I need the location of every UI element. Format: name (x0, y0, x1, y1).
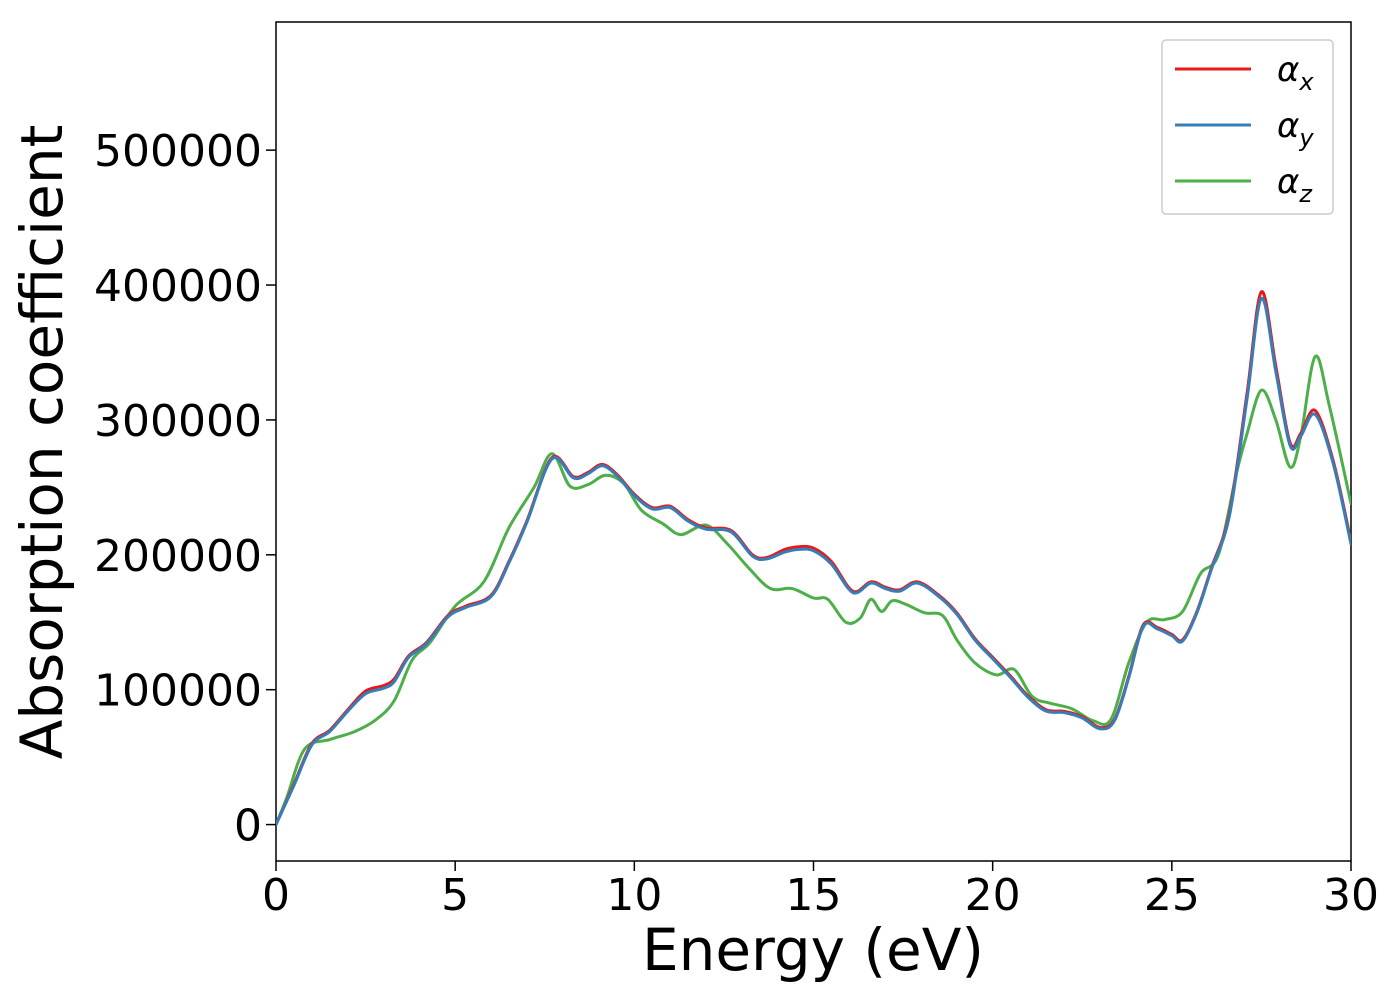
legend-label: αx (1277, 50, 1314, 96)
series-line-alpha-y (276, 296, 1351, 827)
y-tick-label: 500000 (94, 126, 262, 177)
legend-label: αy (1277, 106, 1314, 152)
series-line-alpha-z (276, 354, 1351, 827)
x-tick-label: 20 (965, 870, 1021, 921)
y-axis-title: Absorption coefficient (8, 125, 76, 760)
y-tick-label: 400000 (94, 261, 262, 312)
series-line-alpha-x (276, 290, 1351, 827)
y-tick-label: 100000 (94, 666, 262, 717)
x-tick-label: 0 (262, 870, 290, 921)
series-lines (276, 290, 1351, 827)
y-tick-label: 300000 (94, 396, 262, 447)
legend-label: αz (1277, 162, 1313, 208)
x-tick-label: 30 (1323, 870, 1379, 921)
x-tick-label: 25 (1144, 870, 1200, 921)
y-tick-label: 0 (234, 801, 262, 852)
x-axis-title: Energy (eV) (642, 916, 984, 984)
x-tick-label: 5 (441, 870, 469, 921)
x-tick-label: 15 (786, 870, 842, 921)
legend-box (1161, 39, 1334, 215)
y-tick-label: 200000 (94, 531, 262, 582)
x-tick-label: 10 (606, 870, 662, 921)
y-axis: 0 100000 200000 300000 400000 500000 (94, 126, 276, 852)
x-axis: 0 5 10 15 20 25 30 (262, 861, 1379, 921)
legend: αx αy αz (1161, 39, 1334, 215)
